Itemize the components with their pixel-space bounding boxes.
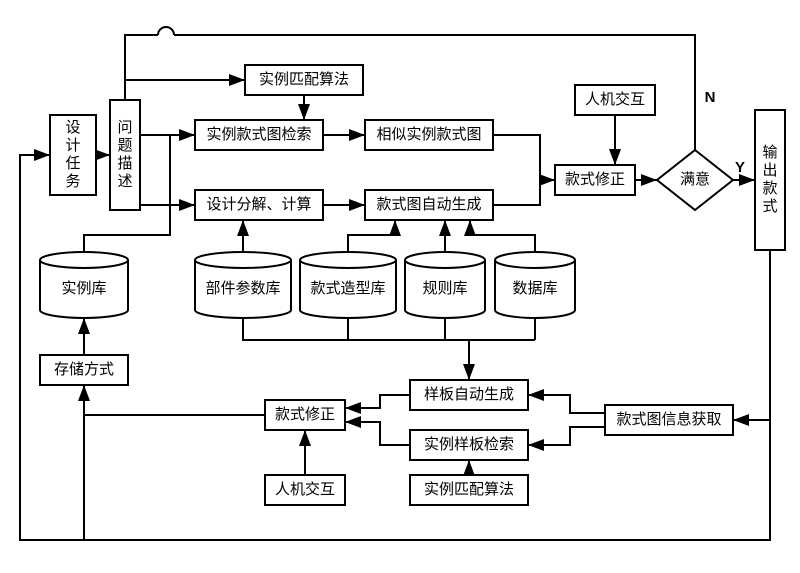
node-label-db_shape: 款式造型库 [310, 280, 385, 297]
node-label-output_style: 式 [762, 198, 777, 215]
e-fix-store [84, 385, 265, 415]
node-label-design_task: 任 [65, 155, 80, 172]
e-tplauto-fix [345, 395, 410, 408]
e-N-back-b [125, 35, 245, 80]
node-label-output_style: 出 [762, 162, 777, 179]
node-db_parts-top [195, 252, 291, 268]
e-bus [243, 318, 535, 340]
node-label-output_style: 输 [762, 144, 777, 161]
node-label-design_task: 计 [65, 137, 80, 154]
e-info-tplsearch [528, 427, 605, 445]
node-label-storage: 存储方式 [54, 361, 114, 378]
node-db_data-top [495, 252, 575, 268]
node-label-hci_bot: 人机交互 [275, 480, 335, 498]
node-label-design_task: 务 [65, 173, 80, 190]
node-label-similar_style: 相似实例款式图 [376, 126, 481, 143]
node-label-hci_top: 人机交互 [585, 90, 645, 108]
node-label-db_instance: 实例库 [61, 280, 106, 297]
edge-hop [158, 27, 174, 35]
e-data-auto [470, 220, 535, 252]
e-bottom-loop-left [20, 155, 200, 540]
label-N: N [705, 89, 716, 106]
node-label-output_style: 款 [762, 180, 777, 197]
node-label-db_parts: 部件参数库 [205, 280, 280, 297]
node-db_rules-top [405, 252, 485, 268]
e-shape-auto [348, 220, 395, 252]
node-label-db_data: 数据库 [512, 280, 557, 297]
node-label-match_algo_top: 实例匹配算法 [259, 70, 349, 88]
node-db_instance-top [40, 252, 128, 268]
node-label-tpl_search: 实例样板检索 [424, 435, 514, 453]
node-label-auto_gen: 款式图自动生成 [376, 196, 481, 213]
label-Y: Y [735, 159, 745, 176]
e-similar-fix [493, 135, 555, 180]
e-auto-fix [493, 180, 540, 205]
node-label-tpl_auto: 样板自动生成 [424, 385, 514, 403]
node-label-style_fix_bot: 款式修正 [275, 406, 335, 423]
e-tplsearch-fix [345, 422, 410, 445]
node-db_shape-top [300, 252, 396, 268]
e-info-tplauto [528, 395, 605, 413]
node-label-db_rules: 规则库 [422, 280, 467, 297]
e-out-info [733, 250, 770, 420]
node-label-satisfy: 满意 [680, 170, 710, 188]
node-label-problem_desc: 描 [117, 155, 132, 172]
node-label-style_search: 实例款式图检索 [206, 126, 311, 143]
node-label-style_info: 款式图信息获取 [616, 411, 721, 428]
node-label-problem_desc: 问 [117, 119, 132, 136]
node-label-problem_desc: 述 [117, 173, 132, 190]
node-label-design_task: 设 [65, 119, 80, 136]
node-label-match_algo_bot: 实例匹配算法 [424, 480, 514, 498]
node-label-style_fix_top: 款式修正 [565, 171, 625, 188]
node-label-problem_desc: 题 [117, 137, 132, 154]
node-label-decompose: 设计分解、计算 [206, 195, 311, 213]
